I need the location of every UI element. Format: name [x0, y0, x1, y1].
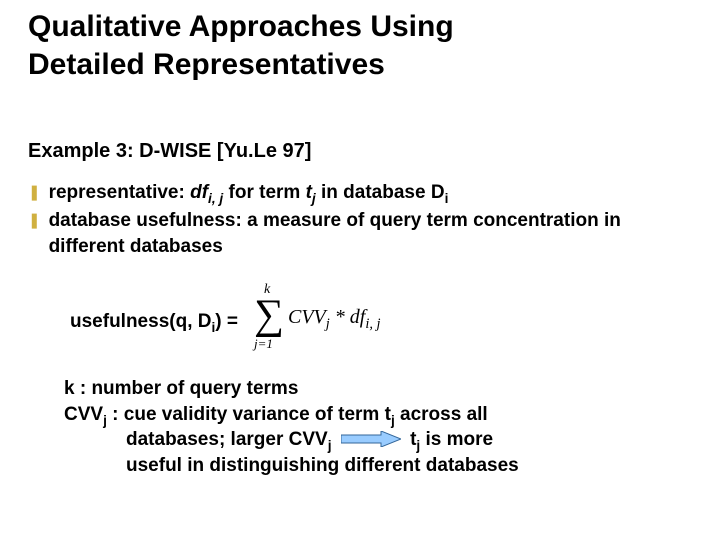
bullet-item-2: ❚ database usefulness: a measure of quer… — [28, 208, 692, 259]
usefulness-row: usefulness(q, Di) = k ∑ j=1 CVVj * dfi, … — [70, 288, 418, 356]
title-highlight — [10, 96, 690, 108]
slide-title: Qualitative Approaches Using Detailed Re… — [28, 8, 454, 83]
title-line-2: Detailed Representatives — [28, 48, 385, 81]
bullet-2-text: database usefulness: a measure of query … — [49, 208, 692, 259]
bullet-icon: ❚ — [28, 208, 41, 234]
sigma-body: CVVj * dfi, j — [288, 306, 381, 329]
bullet-1-text: representative: dfi, j for term tj in da… — [49, 180, 449, 206]
def-k: k : number of query terms — [64, 376, 674, 402]
def-cvv-line3: useful in distinguishing different datab… — [64, 453, 674, 479]
slide: Qualitative Approaches Using Detailed Re… — [0, 0, 720, 540]
title-line-1: Qualitative Approaches Using — [28, 10, 454, 43]
summation-formula: k ∑ j=1 CVVj * dfi, j — [248, 288, 418, 356]
bullet-list: ❚ representative: dfi, j for term tj in … — [28, 180, 692, 261]
bullet-icon: ❚ — [28, 180, 41, 206]
def-cvv-line1: CVVj : cue validity variance of term tj … — [64, 402, 674, 428]
sigma-symbol: ∑ — [254, 294, 284, 336]
bullet-item-1: ❚ representative: dfi, j for term tj in … — [28, 180, 692, 206]
arrow-icon — [341, 431, 401, 447]
usefulness-label: usefulness(q, Di) = — [70, 311, 238, 333]
sigma-lower: j=1 — [254, 336, 273, 352]
example-heading: Example 3: D-WISE [Yu.Le 97] — [28, 140, 311, 163]
def-cvv-line2: databases; larger CVVj tj is more — [64, 427, 674, 453]
definitions: k : number of query terms CVVj : cue val… — [64, 376, 674, 479]
